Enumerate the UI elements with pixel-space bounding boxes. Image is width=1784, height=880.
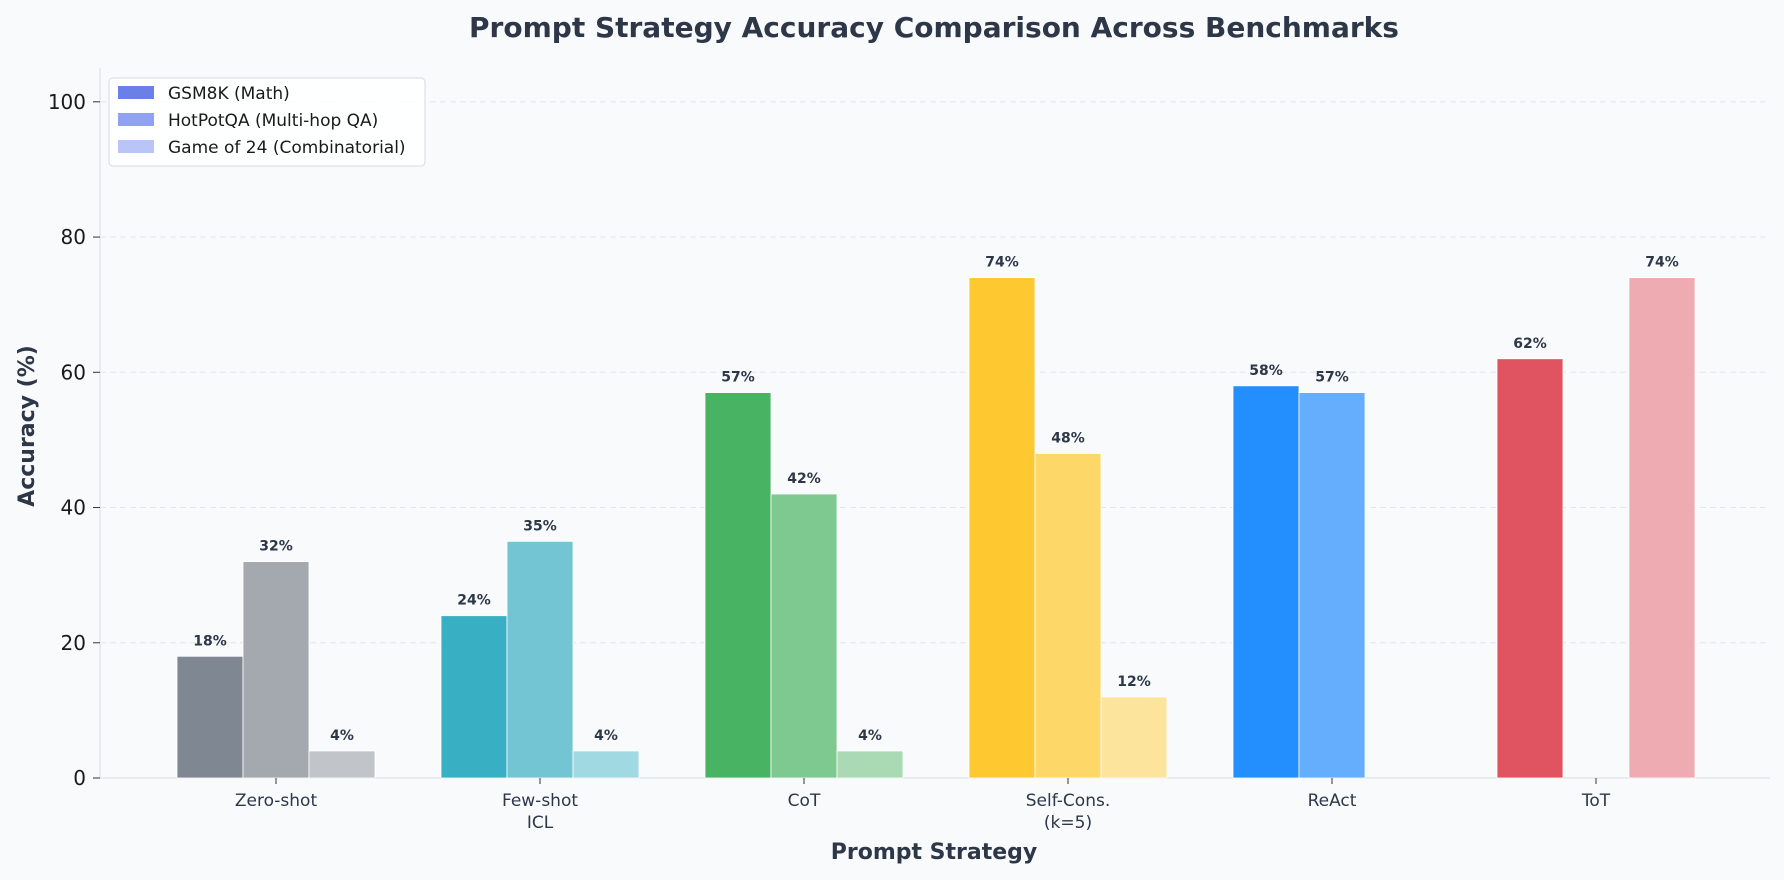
- legend-label-game-of-24: Game of 24 (Combinatorial): [168, 138, 406, 158]
- legend-box: [108, 77, 426, 167]
- data-label-self-cons-gsm8k-math: 74%: [985, 255, 1019, 271]
- y-tick-label-20: 20: [61, 631, 86, 655]
- x-axis-title: Prompt Strategy: [831, 840, 1038, 865]
- y-tick-label-40: 40: [61, 496, 86, 520]
- data-label-zero-shot-game-of-24-combinatorial: 4%: [330, 728, 354, 744]
- data-label-zero-shot-hotpotqa-multi-hop-qa: 32%: [259, 539, 293, 555]
- legend-label-gsm8k: GSM8K (Math): [168, 84, 290, 104]
- bar-zero-shot-hotpotqa-multi-hop-qa: [242, 561, 310, 779]
- data-labels: 18% 32% 4% 24% 35% 4% 57% 42% 4% 74% 48% 12% 58% 57% 6…: [193, 255, 1679, 744]
- grid-lines: [100, 101, 1770, 644]
- legend-swatch-hotpotqa: [118, 113, 154, 126]
- y-tick-label-0: 0: [73, 766, 86, 790]
- x-tick-label-react: ReAct: [1308, 791, 1357, 811]
- x-tick-label-self-cons: Self-Cons.: [1026, 791, 1110, 811]
- bar-react-gsm8k-math: [1232, 385, 1300, 779]
- y-tick-label-60: 60: [61, 360, 86, 384]
- bar-react-hotpotqa-multi-hop-qa: [1298, 392, 1366, 779]
- y-axis-title: Accuracy (%): [15, 345, 40, 507]
- y-tick-label-100: 100: [48, 90, 86, 114]
- data-label-react-gsm8k-math: 58%: [1249, 363, 1283, 379]
- data-label-few-shot-hotpotqa-multi-hop-qa: 35%: [523, 518, 557, 534]
- data-label-tot-game-of-24-combinatorial: 74%: [1645, 255, 1679, 271]
- data-label-self-cons-game-of-24-combinatorial: 12%: [1117, 674, 1151, 690]
- data-label-few-shot-gsm8k-math: 24%: [457, 593, 491, 609]
- legend-swatch-gsm8k: [118, 86, 154, 99]
- bar-zero-shot-game-of-24-combinatorial: [308, 750, 376, 779]
- data-label-zero-shot-gsm8k-math: 18%: [193, 633, 227, 649]
- data-label-self-cons-hotpotqa-multi-hop-qa: 48%: [1051, 430, 1085, 446]
- data-label-react-hotpotqa-multi-hop-qa: 57%: [1315, 370, 1349, 386]
- bar-cot-hotpotqa-multi-hop-qa: [770, 493, 838, 779]
- bar-tot-gsm8k-math: [1496, 358, 1564, 779]
- axes: [99, 68, 1770, 779]
- y-tick-label-80: 80: [61, 225, 86, 249]
- bar-few-shot-hotpotqa-multi-hop-qa: [506, 540, 574, 779]
- data-label-tot-gsm8k-math: 62%: [1513, 336, 1547, 352]
- y-tick-labels: 0 20 40 60 80 100: [48, 90, 100, 790]
- data-label-cot-hotpotqa-multi-hop-qa: 42%: [787, 471, 821, 487]
- data-label-cot-game-of-24-combinatorial: 4%: [858, 728, 882, 744]
- bar-cot-game-of-24-combinatorial: [836, 750, 904, 779]
- bar-self-cons-hotpotqa-multi-hop-qa: [1034, 453, 1102, 779]
- chart-title: Prompt Strategy Accuracy Comparison Acro…: [469, 11, 1399, 44]
- x-tick-label-few-shot-line2: ICL: [527, 813, 554, 833]
- data-label-few-shot-game-of-24-combinatorial: 4%: [594, 728, 618, 744]
- x-tick-label-zero-shot: Zero-shot: [235, 791, 318, 811]
- legend: GSM8K (Math) HotPotQA (Multi-hop QA) Gam…: [108, 77, 426, 167]
- bars: [176, 277, 1696, 779]
- x-tick-label-self-cons-line2: (k=5): [1044, 813, 1092, 833]
- bar-few-shot-gsm8k-math: [440, 615, 508, 779]
- bar-zero-shot-gsm8k-math: [176, 655, 244, 779]
- x-tick-label-cot: CoT: [788, 791, 821, 811]
- data-label-cot-gsm8k-math: 57%: [721, 370, 755, 386]
- x-tick-label-few-shot: Few-shot: [502, 791, 578, 811]
- legend-label-hotpotqa: HotPotQA (Multi-hop QA): [168, 111, 378, 131]
- x-tick-label-tot: ToT: [1581, 791, 1611, 811]
- bar-tot-game-of-24-combinatorial: [1628, 277, 1696, 779]
- legend-swatch-game-of-24: [118, 140, 154, 153]
- bar-cot-gsm8k-math: [704, 392, 772, 779]
- bar-self-cons-gsm8k-math: [968, 277, 1036, 779]
- bar-self-cons-game-of-24-combinatorial: [1100, 696, 1168, 779]
- bar-few-shot-game-of-24-combinatorial: [572, 750, 640, 779]
